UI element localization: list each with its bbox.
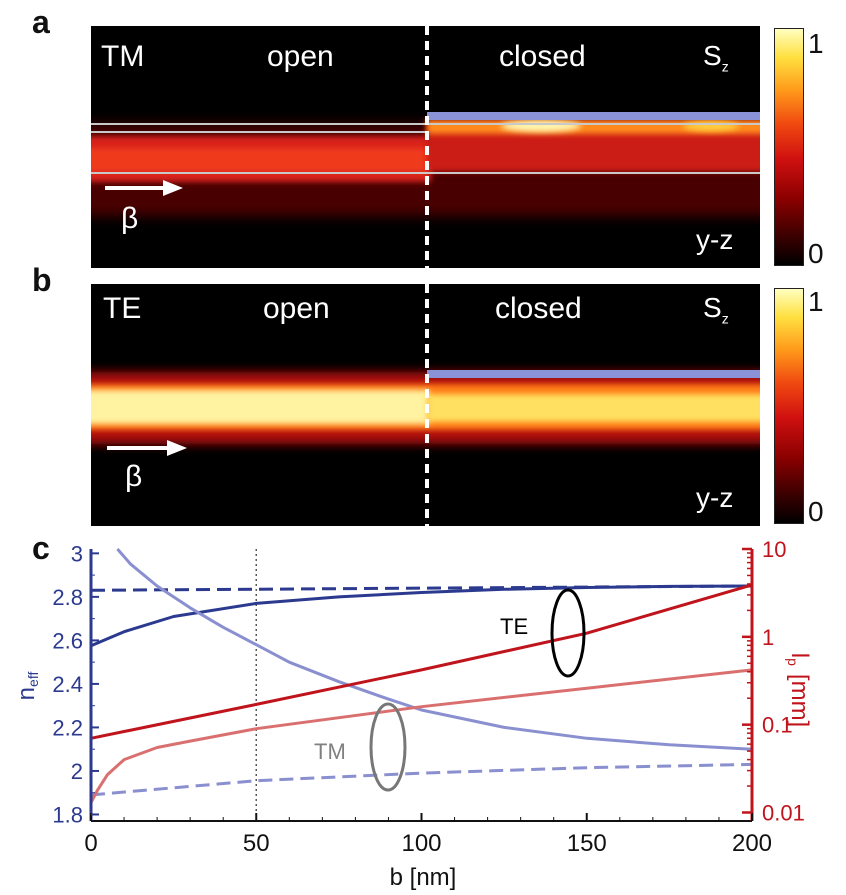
series-line-2: [116, 548, 753, 751]
x-tick-label-3: 150: [567, 830, 607, 857]
te-annotation-label: TE: [500, 614, 528, 639]
te-open-label: open: [263, 292, 330, 325]
te-beta-label: β: [125, 460, 143, 493]
x-tick-label-0: 0: [84, 830, 97, 857]
y-left-tick-label-2: 2.2: [52, 715, 83, 740]
tm-annotation-ellipse: [369, 702, 407, 792]
colorbar-b-min: 0: [808, 496, 824, 527]
tm-plane-label: y-z: [696, 224, 734, 255]
y-left-tick-label-0: 1.8: [52, 802, 83, 827]
colorbar-a-max: 1: [808, 28, 824, 59]
tm-sz-label: Sz: [703, 40, 729, 75]
tm-mode-label: TM: [101, 40, 145, 73]
panel-letter-a: a: [32, 4, 50, 40]
series-line-4: [90, 583, 753, 740]
y-right-tick-label-0: 0.01: [762, 800, 805, 825]
tm-closed-label: closed: [499, 40, 586, 73]
y-left-tick-label-6: 3: [71, 541, 83, 566]
te-beta-arrowhead: [167, 440, 187, 456]
colorbar-b-max: 1: [808, 286, 824, 317]
panel-letter-c: c: [32, 530, 50, 566]
series-line-0: [90, 584, 753, 648]
tm-annotation-label: TM: [314, 739, 346, 764]
te-sz-label: Sz: [703, 292, 729, 327]
series-line-1: [90, 584, 753, 592]
te-plane-label: y-z: [696, 482, 734, 513]
tm-beta-arrowhead: [163, 180, 183, 196]
y-left-tick-label-4: 2.6: [52, 628, 83, 653]
tm-core-open-inner: [91, 148, 431, 172]
y-right-tick-label-3: 10: [762, 537, 786, 562]
tm-field-svg: [91, 26, 760, 268]
y-right-tick-label-2: 1: [762, 625, 774, 650]
series-line-5: [89, 668, 753, 804]
colorbar-a: [774, 28, 804, 266]
y-left-axis-label: neff: [13, 672, 41, 701]
x-tick-label-2: 100: [401, 830, 441, 857]
y-right-tick-label-1: 0.1: [762, 713, 793, 738]
series-line-3: [90, 762, 753, 797]
tm-metal-slab: [427, 112, 760, 120]
field-map-tm: TM open closed Sz β y-z: [91, 26, 760, 268]
te-core-closed: [427, 394, 760, 422]
te-field-svg: [91, 284, 760, 526]
x-axis-label: b [nm]: [390, 864, 457, 891]
y-left-tick-label-3: 2.4: [52, 672, 83, 697]
x-tick-label-4: 200: [732, 830, 772, 857]
y-right-axis-label: lp[mm]: [785, 653, 813, 727]
panel-letter-b: b: [32, 262, 52, 298]
colorbar-a-min: 0: [808, 238, 824, 269]
te-annotation-ellipse: [550, 588, 586, 678]
colorbar-b: [774, 288, 804, 524]
te-metal-slab: [427, 370, 760, 378]
y-left-tick-label-5: 2.8: [52, 585, 83, 610]
y-left-tick-label-1: 2: [71, 759, 83, 784]
te-closed-label: closed: [495, 292, 582, 325]
chart-marks: 0 50 100 150 200 1.8 2 2.2 2.4 2.6 2.8 3 0.01 0.1 1 10: [52, 537, 804, 857]
field-map-te: TE open closed Sz β y-z: [91, 284, 760, 526]
tm-beta-label: β: [121, 202, 139, 235]
te-core-open: [91, 390, 429, 424]
te-mode-label: TE: [103, 292, 142, 325]
x-tick-label-1: 50: [243, 830, 270, 857]
tm-open-label: open: [267, 40, 334, 73]
